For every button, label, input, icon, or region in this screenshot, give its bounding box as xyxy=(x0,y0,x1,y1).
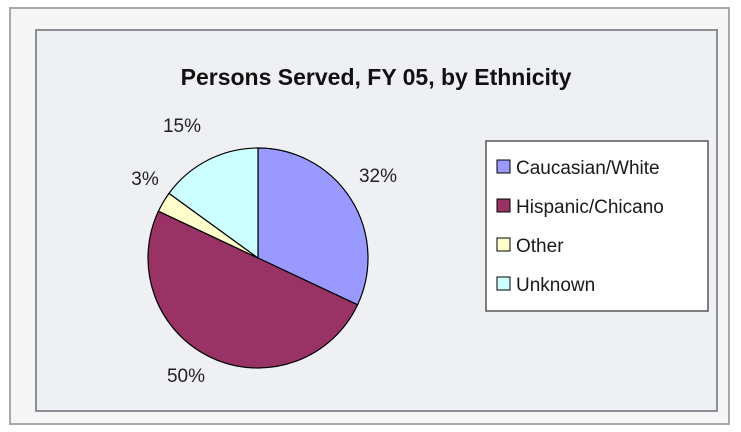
legend-swatch xyxy=(496,276,511,291)
chart-title: Persons Served, FY 05, by Ethnicity xyxy=(181,64,572,90)
slice-value-label: 50% xyxy=(167,366,205,387)
legend-label: Hispanic/Chicano xyxy=(516,197,664,218)
pie-slices xyxy=(147,147,369,369)
slice-value-label: 32% xyxy=(359,166,397,187)
legend-box xyxy=(485,140,709,312)
legend-swatch xyxy=(496,159,511,174)
legend-label: Unknown xyxy=(516,275,595,296)
slice-value-label: 15% xyxy=(163,116,201,137)
legend-label: Caucasian/White xyxy=(516,158,660,179)
legend-swatch xyxy=(496,198,511,213)
slice-value-label: 3% xyxy=(131,169,159,190)
legend-label: Other xyxy=(516,236,564,257)
pie-slice-hispanic-chicano xyxy=(147,210,359,369)
pie-labels: 32% 50% 3% 15% xyxy=(131,116,397,387)
legend-swatch xyxy=(496,237,511,252)
legend: Caucasian/White Hispanic/Chicano Other Unkn… xyxy=(485,140,709,312)
pie-slice-caucasian-white xyxy=(257,147,369,306)
pie-slice-unknown xyxy=(168,147,259,260)
